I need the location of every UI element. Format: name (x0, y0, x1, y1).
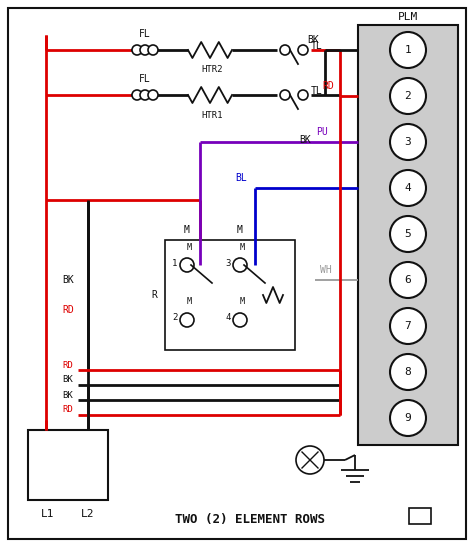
Text: HTR1: HTR1 (201, 110, 223, 119)
Circle shape (390, 354, 426, 390)
Text: BK: BK (62, 275, 74, 285)
Text: 2: 2 (405, 91, 411, 101)
Text: 4: 4 (405, 183, 411, 193)
Text: TL: TL (311, 86, 323, 96)
Circle shape (140, 90, 150, 100)
Circle shape (390, 124, 426, 160)
Circle shape (390, 400, 426, 436)
Text: PLM: PLM (398, 12, 418, 22)
Text: BK: BK (307, 35, 319, 45)
Circle shape (390, 308, 426, 344)
Circle shape (148, 45, 158, 55)
Text: 1: 1 (173, 259, 178, 267)
Text: RD: RD (62, 405, 73, 415)
Circle shape (296, 446, 324, 474)
Text: 8: 8 (405, 367, 411, 377)
Text: L1: L1 (41, 509, 55, 519)
Bar (165, 240, 295, 350)
Text: FL: FL (139, 29, 151, 39)
Bar (409, 508, 431, 524)
Circle shape (390, 216, 426, 252)
Circle shape (298, 90, 308, 100)
Circle shape (390, 32, 426, 68)
Text: BK: BK (299, 135, 311, 145)
Text: 5: 5 (405, 229, 411, 239)
Text: M: M (186, 298, 191, 306)
Text: TL: TL (311, 41, 323, 51)
Circle shape (180, 258, 194, 272)
Text: HTR2: HTR2 (201, 66, 223, 74)
Text: 7: 7 (405, 321, 411, 331)
Text: BL: BL (235, 173, 247, 183)
Circle shape (280, 90, 290, 100)
Bar (28, 430, 108, 500)
Bar (358, 25, 458, 445)
Text: 9: 9 (405, 413, 411, 423)
Text: WH: WH (320, 265, 332, 275)
Text: M: M (239, 242, 245, 252)
Text: M: M (237, 225, 243, 235)
Text: 2: 2 (173, 313, 178, 323)
Text: M: M (239, 298, 245, 306)
Circle shape (180, 313, 194, 327)
Circle shape (140, 45, 150, 55)
Text: PU: PU (316, 127, 328, 137)
Circle shape (390, 262, 426, 298)
Text: 3: 3 (405, 137, 411, 147)
Text: M: M (186, 242, 191, 252)
Text: RD: RD (322, 81, 334, 91)
Circle shape (233, 313, 247, 327)
Circle shape (132, 90, 142, 100)
Circle shape (148, 90, 158, 100)
Circle shape (390, 170, 426, 206)
Circle shape (298, 45, 308, 55)
Text: L2: L2 (81, 509, 95, 519)
Text: M: M (184, 225, 190, 235)
Text: RD: RD (62, 360, 73, 370)
Text: 4: 4 (225, 313, 231, 323)
Text: FL: FL (139, 74, 151, 84)
Circle shape (233, 258, 247, 272)
Text: TWO (2) ELEMENT ROWS: TWO (2) ELEMENT ROWS (175, 514, 325, 527)
Text: BK: BK (62, 375, 73, 385)
Text: 1: 1 (405, 45, 411, 55)
Text: RD: RD (62, 305, 74, 315)
Circle shape (390, 78, 426, 114)
Circle shape (280, 45, 290, 55)
Circle shape (132, 45, 142, 55)
Text: 6: 6 (405, 275, 411, 285)
Text: 3: 3 (225, 259, 231, 267)
Text: R: R (151, 290, 157, 300)
Text: BK: BK (62, 391, 73, 399)
